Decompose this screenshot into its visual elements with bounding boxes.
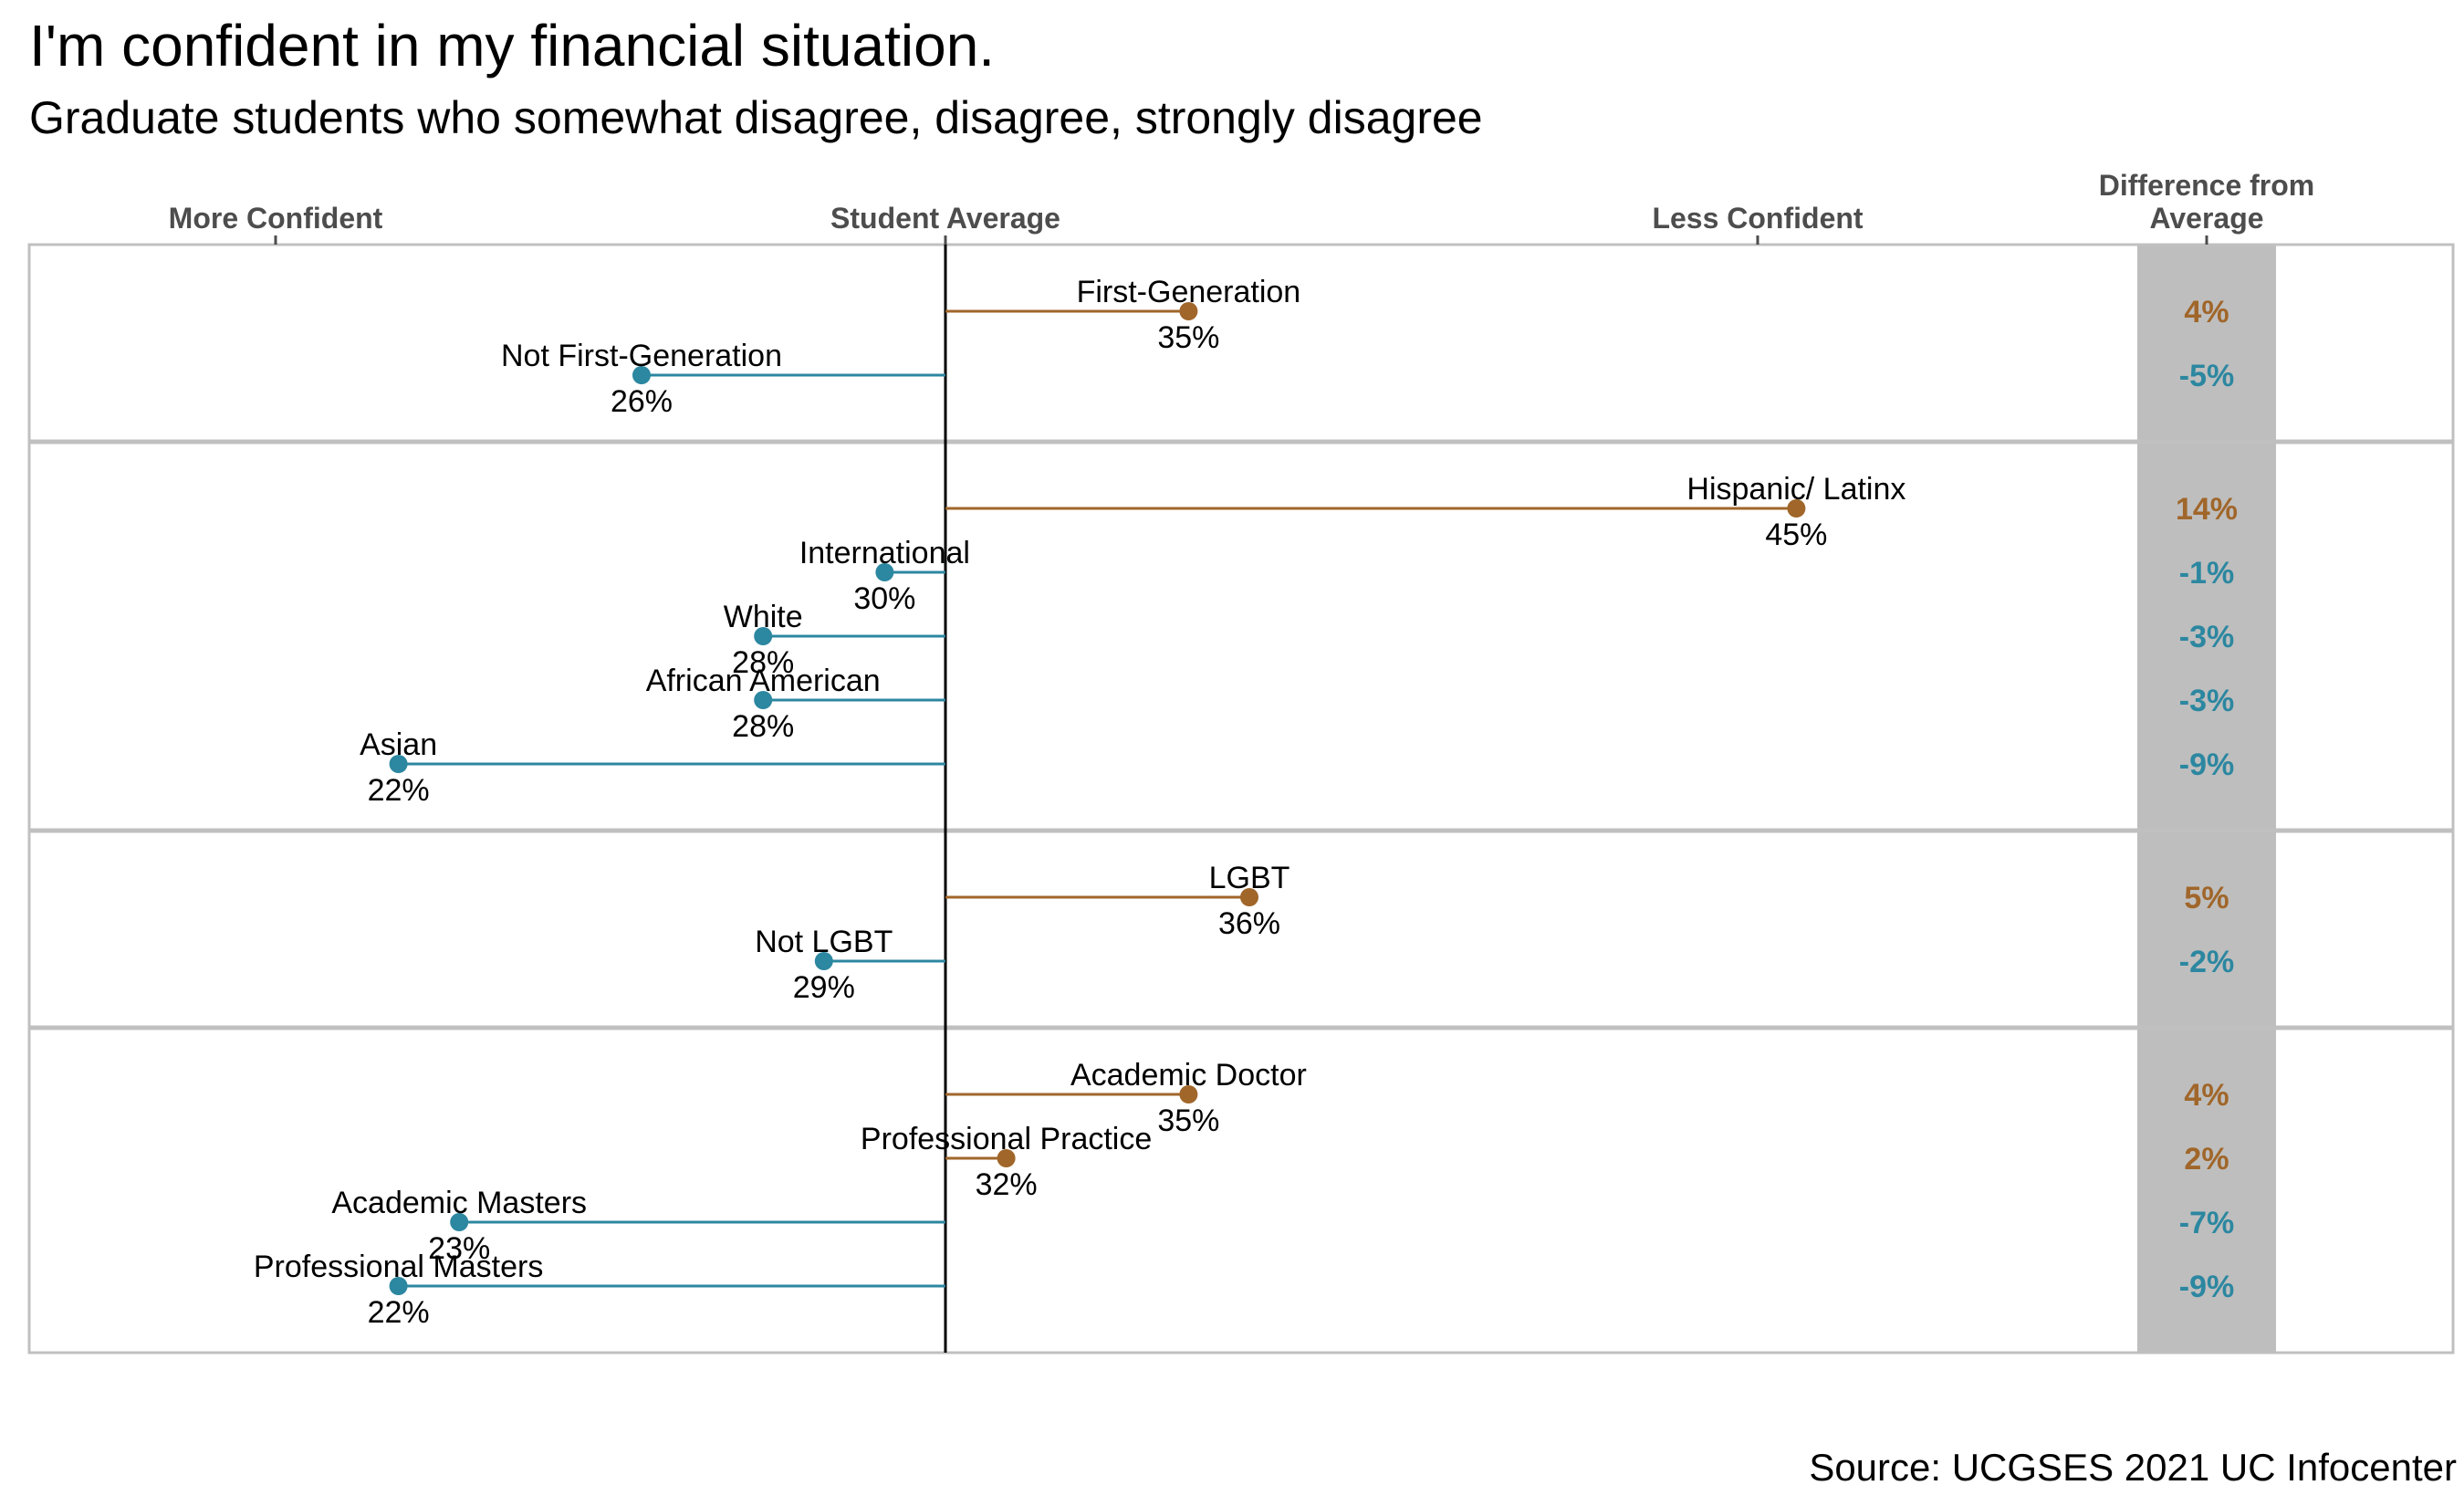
difference-band [2137,245,2276,1353]
value-label: 35% [1157,320,1219,355]
difference-value: -9% [2179,1270,2234,1304]
point-label: African American [646,664,881,698]
point-label: Hispanic/ Latinx [1686,472,1905,507]
point-label: Academic Masters [331,1186,587,1220]
difference-value: -7% [2179,1206,2234,1240]
axis-label-less-confident: Less Confident [1652,202,1863,235]
difference-value: -2% [2179,945,2234,979]
value-label: 23% [428,1231,490,1266]
point [632,366,651,384]
difference-value: -3% [2179,620,2234,654]
point-label: Academic Doctor [1070,1058,1307,1093]
difference-value: 2% [2184,1142,2229,1177]
point-label: LGBT [1209,861,1290,895]
point [1179,1085,1198,1103]
point-label: White [724,600,803,634]
axis-label-more-confident: More Confident [169,202,383,235]
difference-header-line-2: Average [2149,202,2263,235]
difference-value: 4% [2184,295,2229,329]
panel-frame [27,243,2455,1354]
point-label: International [799,536,970,570]
point [754,627,773,645]
value-label: 28% [732,709,794,744]
value-label: 28% [732,645,794,680]
chart-subtitle: Graduate students who somewhat disagree,… [29,92,1483,143]
point [389,1277,408,1295]
point [1787,499,1806,518]
point-label: Asian [360,727,437,762]
difference-value: 5% [2184,881,2229,915]
value-label: 45% [1765,518,1827,552]
axis-header: More Confident Student Average Less Confid… [169,169,2315,245]
difference-value: -5% [2179,359,2234,393]
value-label: 32% [976,1167,1038,1202]
point [450,1213,469,1231]
chart-title: I'm confident in my financial situation. [29,13,996,78]
value-label: 22% [368,773,430,808]
value-label: 30% [853,581,915,616]
value-label: 22% [368,1295,430,1330]
point [1179,302,1198,320]
point-label: Professional Masters [254,1250,543,1284]
point-label: First-Generation [1077,275,1301,309]
difference-header-line-1: Difference from [2099,169,2315,202]
point-label: Not First-Generation [501,339,782,373]
value-label: 29% [793,970,855,1005]
point-label: Professional Practice [861,1122,1152,1156]
point [814,952,833,970]
difference-value: -3% [2179,684,2234,718]
point [1240,888,1258,906]
value-label: 35% [1157,1103,1219,1138]
value-label: 26% [611,384,673,419]
axis-label-student-average: Student Average [830,202,1060,235]
chart-source: Source: UCGSES 2021 UC Infocenter [1809,1446,2457,1489]
difference-value: 14% [2176,492,2238,527]
panels [27,243,2455,1354]
difference-value: -1% [2179,556,2234,591]
point-label: Not LGBT [755,925,893,959]
difference-value: -9% [2179,748,2234,782]
point [997,1149,1016,1167]
chart-marks: First-Generation 35% 4% Not First-Generatio… [254,275,2238,1330]
point [875,563,894,581]
point [754,691,773,709]
difference-value: 4% [2184,1078,2229,1113]
value-label: 36% [1218,906,1280,941]
point [389,755,408,773]
